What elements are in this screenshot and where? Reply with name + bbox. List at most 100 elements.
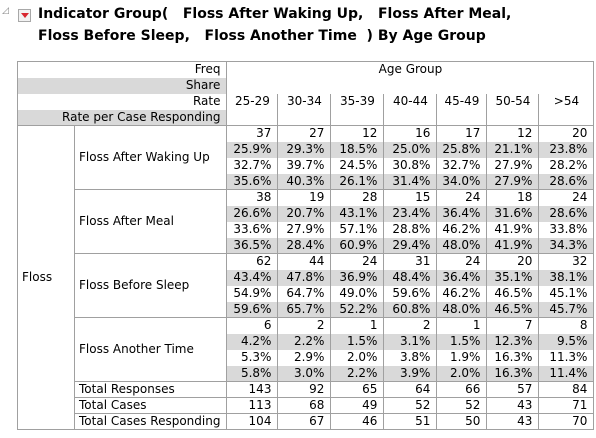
cell-rate: 16.3% [486, 349, 540, 366]
total-cell: 67 [277, 413, 332, 430]
cell-share: 9.5% [538, 333, 595, 350]
cell-freq: 12 [330, 125, 385, 142]
cell-rpcr: 41.9% [486, 237, 540, 254]
cell-rate: 57.1% [330, 221, 385, 238]
cell-rate: 33.8% [538, 221, 595, 238]
cell-rpcr: 46.5% [486, 301, 540, 318]
cell-freq: 38 [226, 189, 279, 206]
cell-freq: 18 [486, 189, 540, 206]
cell-rate: 32.7% [436, 157, 488, 174]
cell-rpcr: 35.6% [226, 173, 279, 190]
total-cell: 52 [383, 397, 438, 414]
column-header: 30-34 [277, 93, 332, 110]
total-label: Total Responses [73, 381, 228, 398]
cell-rpcr: 16.3% [486, 365, 540, 382]
red-triangle-menu-icon[interactable] [18, 9, 31, 22]
cell-rpcr: 34.3% [538, 237, 595, 254]
column-header: 45-49 [436, 93, 488, 110]
total-cell: 65 [330, 381, 385, 398]
cell-share: 48.4% [383, 269, 438, 286]
cell-freq: 27 [277, 125, 332, 142]
cell-share: 12.3% [486, 333, 540, 350]
cell-freq: 15 [383, 189, 438, 206]
stat-label-rate: Rate [16, 93, 228, 110]
cell-rate: 64.7% [277, 285, 332, 302]
cell-rate: 2.9% [277, 349, 332, 366]
stat-label-freq: Freq [16, 61, 228, 78]
cell-share: 36.4% [436, 269, 488, 286]
cell-rpcr: 29.4% [383, 237, 438, 254]
cell-rpcr: 3.0% [277, 365, 332, 382]
cell-rpcr: 34.0% [436, 173, 488, 190]
total-cell: 113 [226, 397, 279, 414]
cell-freq: 2 [277, 317, 332, 334]
row-group-label: Floss [17, 125, 75, 430]
cell-share: 18.5% [330, 141, 385, 158]
cell-rpcr: 3.9% [383, 365, 438, 382]
cell-freq: 62 [226, 253, 279, 270]
cell-freq: 16 [383, 125, 438, 142]
cell-freq: 2 [383, 317, 438, 334]
row-label: Floss After Meal [73, 189, 228, 254]
cell-freq: 28 [330, 189, 385, 206]
cell-rpcr: 40.3% [277, 173, 332, 190]
cell-share: 23.4% [383, 205, 438, 222]
cell-freq: 24 [538, 189, 595, 206]
cell-rpcr: 60.8% [383, 301, 438, 318]
cell-freq: 12 [486, 125, 540, 142]
cell-rpcr: 36.5% [226, 237, 279, 254]
cell-rate: 32.7% [226, 157, 279, 174]
cell-rpcr: 48.0% [436, 237, 488, 254]
total-cell: 92 [277, 381, 332, 398]
row-label: Floss Before Sleep [73, 253, 228, 318]
row-label: Floss After Waking Up [73, 125, 228, 190]
cell-rate: 2.0% [330, 349, 385, 366]
column-header: 25-29 [226, 93, 279, 110]
cell-share: 3.1% [383, 333, 438, 350]
cell-rate: 46.2% [436, 221, 488, 238]
cell-rate: 28.2% [538, 157, 595, 174]
cell-freq: 7 [486, 317, 540, 334]
cell-freq: 19 [277, 189, 332, 206]
cell-rate: 1.9% [436, 349, 488, 366]
total-cell: 50 [436, 413, 488, 430]
cell-share: 25.0% [383, 141, 438, 158]
cell-rpcr: 27.9% [486, 173, 540, 190]
cell-share: 43.1% [330, 205, 385, 222]
cell-share: 31.6% [486, 205, 540, 222]
total-label: Total Cases Responding [73, 413, 228, 430]
cell-freq: 24 [436, 253, 488, 270]
cell-rpcr: 48.0% [436, 301, 488, 318]
cell-rpcr: 45.7% [538, 301, 595, 318]
cell-share: 21.1% [486, 141, 540, 158]
cell-freq: 6 [226, 317, 279, 334]
disclosure-triangle-icon[interactable]: ◿ [2, 6, 9, 16]
cell-freq: 44 [277, 253, 332, 270]
stat-label-rpcr: Rate per Case Responding [16, 109, 228, 126]
cell-rate: 3.8% [383, 349, 438, 366]
cell-share: 36.9% [330, 269, 385, 286]
total-cell: 43 [486, 397, 540, 414]
cell-share: 25.8% [436, 141, 488, 158]
cell-freq: 1 [330, 317, 385, 334]
total-cell: 64 [383, 381, 438, 398]
column-header: 35-39 [330, 93, 385, 110]
cell-rpcr: 26.1% [330, 173, 385, 190]
report-title-line1: Indicator Group( Floss After Waking Up, … [38, 6, 512, 22]
cell-share: 25.9% [226, 141, 279, 158]
cell-rate: 24.5% [330, 157, 385, 174]
total-cell: 68 [277, 397, 332, 414]
cell-rate: 54.9% [226, 285, 279, 302]
cell-share: 1.5% [330, 333, 385, 350]
total-cell: 46 [330, 413, 385, 430]
total-cell: 71 [538, 397, 595, 414]
cell-rpcr: 5.8% [226, 365, 279, 382]
cell-rpcr: 2.0% [436, 365, 488, 382]
cell-rate: 11.3% [538, 349, 595, 366]
total-cell: 49 [330, 397, 385, 414]
cell-share: 29.3% [277, 141, 332, 158]
cell-share: 28.6% [538, 205, 595, 222]
cell-rpcr: 31.4% [383, 173, 438, 190]
cell-freq: 20 [538, 125, 595, 142]
cell-rate: 41.9% [486, 221, 540, 238]
